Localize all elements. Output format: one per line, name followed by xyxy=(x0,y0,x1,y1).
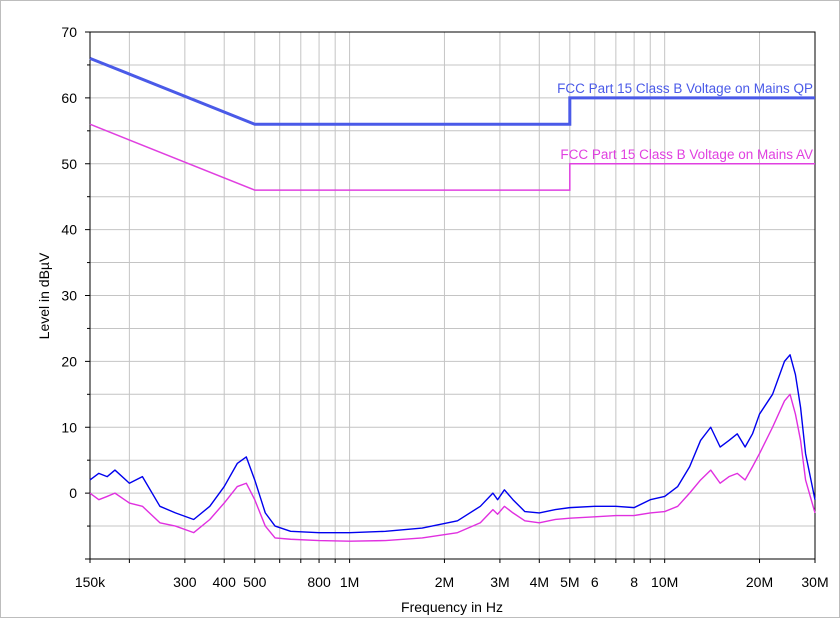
y-tick-label: 70 xyxy=(61,24,77,40)
x-tick-label: 2M xyxy=(435,574,454,590)
x-axis-label: Frequency in Hz xyxy=(401,599,503,615)
x-tick-label: 30M xyxy=(801,574,828,590)
y-axis-label: Level in dBµV xyxy=(36,252,52,339)
x-tick-label: 800 xyxy=(307,574,331,590)
y-tick-label: 40 xyxy=(61,222,77,238)
x-tick-label: 10M xyxy=(651,574,678,590)
x-tick-label: 5M xyxy=(560,574,579,590)
x-tick-label: 500 xyxy=(243,574,267,590)
y-tick-label: 50 xyxy=(61,156,77,172)
plot-area xyxy=(89,31,816,560)
limit-line xyxy=(89,56,815,126)
limit-lines: FCC Part 15 Class B Voltage on Mains QP F… xyxy=(89,56,815,191)
x-tick-label: 150k xyxy=(75,574,106,590)
trace-average xyxy=(89,393,816,542)
x-tick-labels: 150k 300 400 500 800 1M 2M 3M 4M 5M 6 8 10M 20M 30M xyxy=(75,574,829,590)
y-tick-label: 10 xyxy=(61,419,77,435)
x-tick-label: 20M xyxy=(746,574,773,590)
trace-peak xyxy=(89,354,816,534)
x-tick-label: 8 xyxy=(630,574,638,590)
x-tick-label: 1M xyxy=(340,574,359,590)
grid xyxy=(90,32,815,559)
y-tick-label: 60 xyxy=(61,90,77,106)
x-tick-label: 300 xyxy=(173,574,197,590)
minor-ticks xyxy=(85,31,816,563)
x-tick-label: 4M xyxy=(530,574,549,590)
limit-line-label: FCC Part 15 Class B Voltage on Mains QP xyxy=(557,81,813,96)
x-tick-label: 400 xyxy=(213,574,237,590)
x-tick-label: 6 xyxy=(591,574,599,590)
limit-line xyxy=(89,123,815,191)
y-tick-label: 20 xyxy=(61,353,77,369)
limit-line-label: FCC Part 15 Class B Voltage on Mains AV xyxy=(560,147,813,162)
y-tick-label: 0 xyxy=(69,485,77,501)
x-tick-label: 3M xyxy=(490,574,509,590)
measurement-traces xyxy=(89,354,816,542)
y-tick-labels: 0 10 20 30 40 50 60 70 xyxy=(61,24,77,501)
y-tick-label: 30 xyxy=(61,288,77,304)
